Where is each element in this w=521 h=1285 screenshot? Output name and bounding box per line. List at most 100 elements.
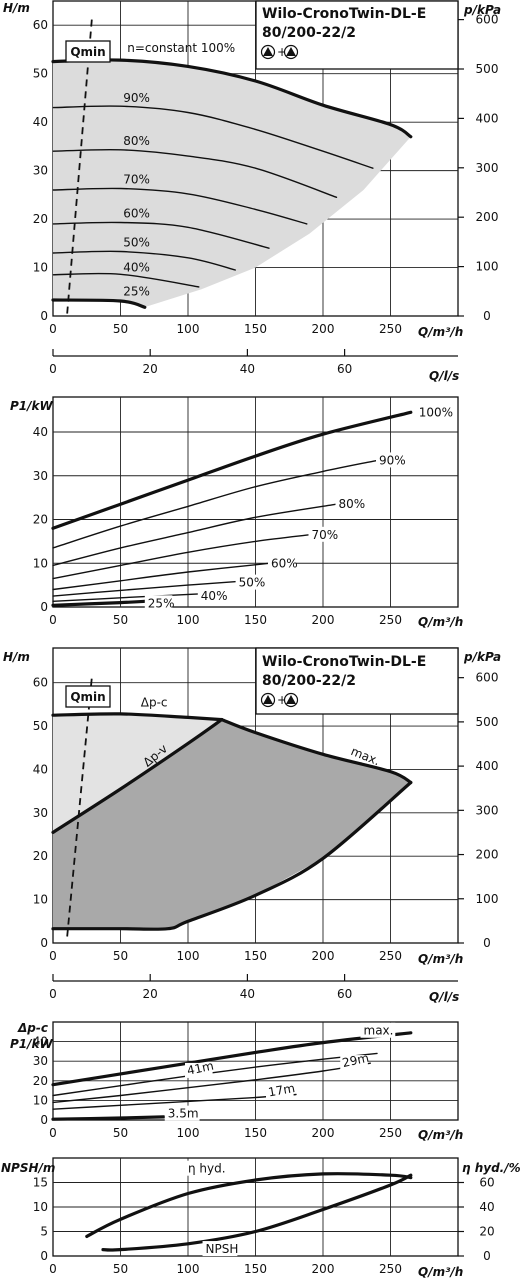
y2-tick-label: 200 [476,848,499,862]
y-tick-label: 0 [40,1113,48,1127]
x-tick-label: 50 [113,1126,128,1140]
pump-symbol-icon: + [260,692,299,708]
y-tick-label: 10 [33,1093,48,1107]
head-curve-chart: 0 50 100 150 200 2500102030405060010020030040… [3,0,501,383]
x-axis-label: Q/m³/h [418,615,463,629]
x-tick-label: 0 [49,322,57,336]
curve-label: η hyd. [188,1162,226,1176]
x2-tick-label: 0 [49,362,57,376]
x-tick-label: 150 [244,1126,267,1140]
pump-symbol-icon: + [260,44,299,60]
y2-tick-label: 0 [483,309,491,323]
label-background [340,1055,368,1071]
series-line [52,1062,371,1104]
x2-tick-label: 0 [49,987,57,1001]
curve-label: 80% [339,497,366,511]
series-line [51,712,224,722]
title-line-1: Wilo-CronoTwin-DL-E [262,6,426,22]
y2-tick-label: 200 [476,210,499,224]
label-background [185,1062,213,1078]
speed-curves [51,58,413,309]
y-tick-label: 20 [33,1074,48,1088]
y-tick-label: 20 [33,849,48,863]
x2-tick-label: 60 [337,987,352,1001]
y-tick-label: 40 [33,762,48,776]
x-tick-label: 0 [49,1126,57,1140]
y-tick-label: 30 [33,469,48,483]
y-axis-label-2: Δp-c [17,1021,48,1035]
series-line [52,1052,378,1097]
y-tick-label: 50 [33,67,48,81]
x2-tick-label: 20 [143,362,158,376]
curve-labels: 100% 90% 80% 70% 60% 50% 40% 25% [144,405,453,611]
y2-axis-label: p/kPa [463,3,501,17]
x2-tick-label: 20 [143,987,158,1001]
qmin-label: Qmin [70,690,105,704]
y-tick-label: 30 [33,164,48,178]
npsh-efficiency-curves [85,1172,413,1252]
label-background [335,496,364,512]
curve-labels: max. 41m 29m 17m 3.5m [164,1022,396,1121]
curve-label: 70% [123,173,150,187]
x-tick-label: 0 [49,1262,57,1276]
y-tick-label: 20 [33,212,48,226]
curve-label: 90% [123,91,150,105]
curve-label: 3.5m [168,1107,199,1121]
qmin-line [66,15,94,314]
y2-tick-label: 500 [476,62,499,76]
series-line [52,562,270,591]
x-tick-label: 150 [244,322,267,336]
series-line [101,1173,413,1252]
x-tick-label: 100 [177,949,200,963]
curve-label: 40% [201,589,228,603]
x-axis-label: Q/m³/h [418,1265,463,1279]
x2-tick-label: 40 [240,987,255,1001]
y-axis-label: P1/kW [10,399,54,413]
x2-tick-label: 60 [337,362,352,376]
curve-label: Δp-c [141,696,168,710]
y-tick-label: 10 [33,893,48,907]
curve-label: n=constant 100% [127,41,235,55]
y2-tick-label: 20 [479,1225,494,1239]
y-tick-label: 10 [33,1200,48,1214]
dp-c-area [53,713,222,833]
curve-label: 80% [123,134,150,148]
x-tick-label: 200 [312,949,335,963]
tick-labels: 0 50 100 150 200 250 0 10 20 30 40 [33,425,402,627]
title-line-2: 80/200-22/2 [262,25,356,41]
series-line [51,1115,166,1121]
curve-label: 60% [123,207,150,221]
series-line [52,534,311,580]
y2-tick-label: 600 [476,13,499,27]
y2-tick-label: 0 [483,936,491,950]
series-line [220,718,413,785]
y-tick-label: 40 [33,115,48,129]
x-tick-label: 200 [312,613,335,627]
y2-tick-label: 100 [476,260,499,274]
x-tick-label: 250 [379,1126,402,1140]
x-tick-label: 50 [113,1262,128,1276]
curve-label: 41m [186,1059,215,1078]
curve-label: 60% [271,556,298,570]
curve-label: max. [364,1024,394,1038]
series-line [52,503,338,567]
control-curves [51,712,413,931]
y-tick-label: 10 [33,556,48,570]
y2-tick-label: 600 [476,671,499,685]
y-tick-label: 5 [40,1225,48,1239]
y2-axis-label: η hyd./% [462,1161,521,1175]
series-line [52,580,238,597]
label-background [266,1084,294,1100]
y2-tick-label: 300 [476,803,499,817]
curve-label: 50% [123,236,150,250]
series-line [52,459,378,549]
tick-labels: 0 50 100 150 200 2500102030405060010020030040… [33,671,499,1001]
series-line [51,410,413,530]
series-line [51,780,413,931]
x-axis-label: Q/m³/h [418,1128,463,1142]
x-tick-label: 200 [312,1262,335,1276]
series-line [51,718,224,834]
curve-labels: η hyd. NPSH [185,1160,238,1257]
